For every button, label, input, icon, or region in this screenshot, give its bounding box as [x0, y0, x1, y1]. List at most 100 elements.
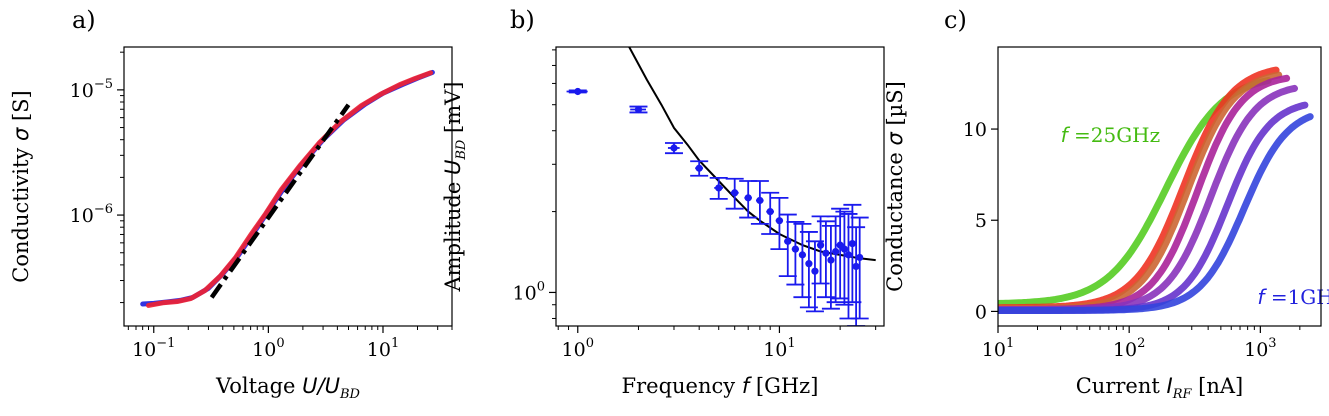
y-axis-label-unit: [S] — [9, 90, 33, 127]
plot-frame — [123, 46, 453, 327]
data-point — [766, 207, 774, 216]
plot-frame — [997, 46, 1322, 327]
fit-line — [209, 103, 351, 299]
y-axis-label: Amplitude UBD [mV] — [441, 82, 469, 293]
y-axis-label-sub: BD — [454, 139, 469, 161]
data-point — [844, 251, 853, 259]
x-tick-label: 100 — [252, 336, 284, 361]
data-point — [856, 253, 864, 262]
data-point — [574, 87, 582, 96]
data-point — [848, 240, 856, 248]
y-axis-label: Conductance σ [µS] — [883, 81, 907, 292]
panel-label: c) — [944, 6, 967, 34]
data-point — [715, 184, 723, 192]
panel-label: a) — [72, 6, 96, 34]
series-line-2 — [146, 70, 434, 308]
data-point — [822, 249, 830, 257]
y-axis-label-text: Conductance — [883, 146, 907, 292]
tick-base: 10 — [982, 339, 1006, 361]
x-axis-label-text: Current — [1076, 374, 1167, 398]
plot-area-a — [140, 69, 435, 308]
data-point — [805, 260, 813, 268]
x-tick-label: 101 — [982, 336, 1014, 361]
annotation-2: f =1GHz — [1257, 285, 1329, 309]
annotation-var: f — [1061, 123, 1071, 147]
data-point — [816, 241, 825, 249]
data-point — [832, 247, 840, 256]
tick-base: 10 — [367, 339, 391, 361]
panel-label: b) — [510, 6, 535, 34]
x-axis-label-sub: RF — [1172, 387, 1193, 402]
x-axis-label-text: Frequency — [622, 374, 742, 398]
tick-base: 10 — [763, 339, 787, 361]
y-axis-label-unit: [mV] — [441, 82, 465, 140]
series-band-1 — [998, 77, 1272, 307]
tick-exponent: 3 — [1268, 336, 1276, 351]
data-point — [670, 144, 678, 152]
data-point — [852, 262, 860, 271]
x-axis-label: Voltage U/UBD — [215, 374, 360, 402]
tick-exponent: −5 — [94, 77, 113, 92]
x-axis-label-var: f — [742, 374, 753, 398]
tick-base: 10 — [1113, 339, 1137, 361]
x-tick-label: 102 — [1113, 336, 1145, 361]
tick-base: 10 — [70, 80, 94, 102]
tick-exponent: 1 — [1006, 336, 1014, 351]
plot-area-c — [998, 66, 1314, 314]
data-point — [798, 251, 807, 259]
tick-base: 10 — [132, 339, 156, 361]
plot-area-b — [566, 47, 876, 326]
y-axis-label-var: σ — [883, 132, 907, 146]
x-axis-label-unit: [nA] — [1192, 374, 1244, 398]
y-axis-label-var: U — [441, 160, 465, 175]
tick-exponent: −6 — [94, 202, 113, 217]
tick-base: 10 — [252, 339, 276, 361]
tick-exponent: 0 — [276, 336, 284, 351]
x-axis-label-var: U/U — [302, 374, 340, 398]
x-axis-label-text: Voltage — [215, 374, 302, 398]
tick-base: 10 — [562, 339, 586, 361]
tick-base: 10 — [70, 205, 94, 227]
y-axis-label: Conductivity σ [S] — [9, 90, 33, 282]
x-tick-label: 101 — [763, 336, 795, 361]
tick-exponent: 1 — [787, 336, 795, 351]
y-axis-label-text: Conductivity — [9, 141, 33, 283]
data-point — [811, 267, 819, 275]
x-axis-label-sub: BD — [339, 387, 361, 402]
data-point — [827, 256, 835, 264]
annotation-1: f =25GHz — [1061, 123, 1161, 147]
tick-base: 10 — [1244, 339, 1268, 361]
tick-exponent: −1 — [156, 336, 175, 351]
y-axis-label-var: σ — [9, 127, 33, 141]
data-point — [744, 194, 752, 202]
x-axis-label: Current IRF [nA] — [1076, 374, 1244, 402]
plot-frame — [555, 46, 885, 327]
data-point — [695, 164, 703, 172]
x-tick-label: 101 — [367, 336, 399, 361]
x-axis-label-var: I — [1166, 374, 1172, 398]
data-point — [775, 217, 784, 225]
y-tick-label: 100 — [513, 279, 545, 304]
data-point — [756, 196, 764, 205]
y-tick-label: 0 — [975, 301, 987, 323]
y-tick-label: 10−5 — [70, 77, 113, 102]
x-axis-label: Frequency f [GHz] — [622, 374, 819, 398]
tick-exponent: 2 — [1137, 336, 1145, 351]
y-axis-label-unit: [µS] — [883, 81, 907, 132]
data-point — [784, 237, 792, 245]
tick-exponent: 0 — [586, 336, 594, 351]
series-band-7 — [998, 113, 1314, 314]
y-tick-label: 5 — [975, 210, 987, 232]
y-axis-label-text: Amplitude — [441, 175, 465, 292]
x-tick-label: 103 — [1244, 336, 1276, 361]
data-point — [840, 245, 849, 253]
data-point — [634, 105, 643, 114]
tick-exponent: 0 — [537, 279, 545, 294]
annotation-text: =25GHz — [1068, 123, 1161, 147]
data-point — [791, 245, 799, 253]
x-tick-label: 10−1 — [132, 336, 175, 361]
